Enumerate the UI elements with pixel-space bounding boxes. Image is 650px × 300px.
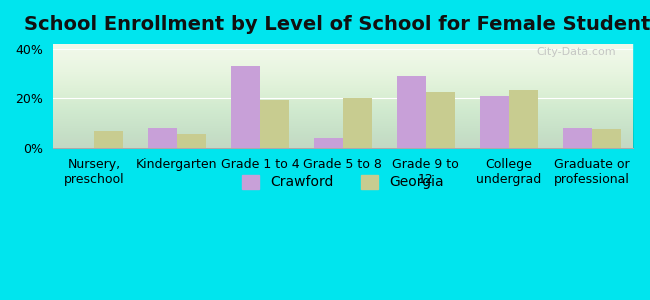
Bar [260, 100, 289, 148]
Bar [562, 128, 592, 148]
Bar [231, 66, 260, 148]
Bar [343, 98, 372, 148]
Text: City-Data.com: City-Data.com [536, 47, 616, 57]
Bar [592, 129, 621, 148]
Legend: Crawford, Georgia: Crawford, Georgia [237, 169, 449, 195]
Title: School Enrollment by Level of School for Female Students: School Enrollment by Level of School for… [24, 15, 650, 34]
Bar [396, 76, 426, 148]
Bar [480, 96, 509, 148]
Bar [426, 92, 455, 148]
Bar [148, 128, 177, 148]
Bar [94, 130, 123, 148]
Bar [509, 90, 538, 148]
Bar [314, 138, 343, 148]
Bar [177, 134, 206, 148]
